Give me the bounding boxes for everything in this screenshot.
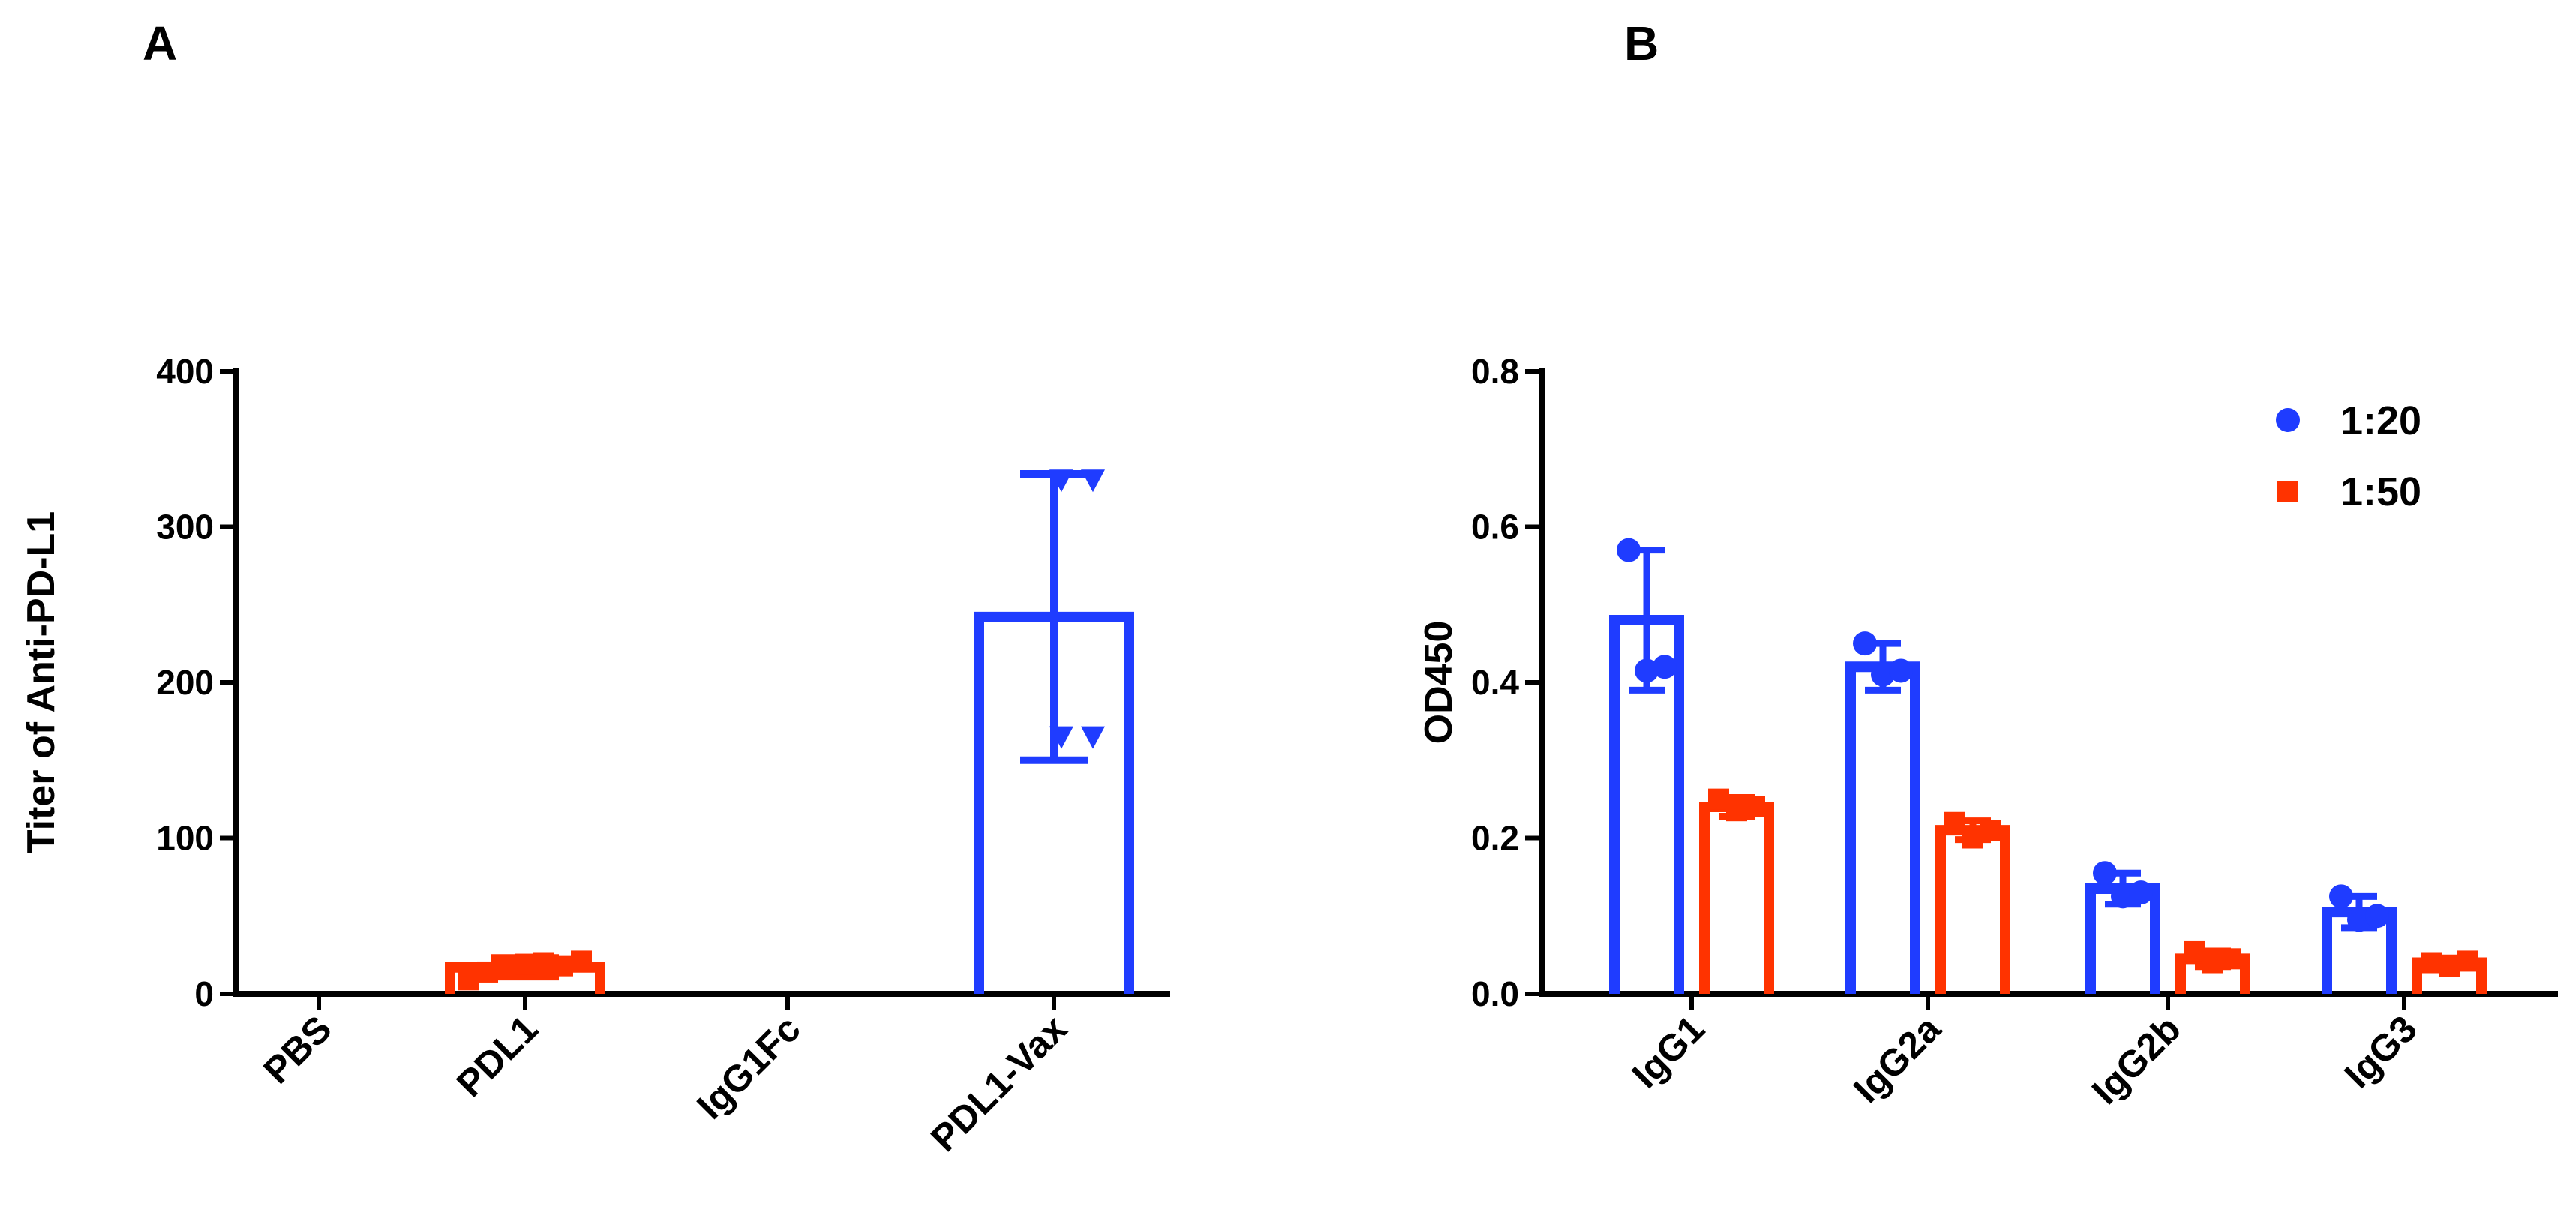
x-tick-label: PDL1-Vax — [923, 1007, 1075, 1160]
y-axis-title: Titer of Anti-PD-L1 — [20, 512, 63, 854]
data-point — [552, 955, 573, 976]
data-point — [496, 956, 517, 978]
data-point — [2365, 904, 2389, 928]
legend-label: 1:20 — [2340, 398, 2421, 443]
data-point — [2111, 884, 2135, 909]
data-point — [2457, 950, 2478, 972]
data-point — [1617, 538, 1641, 562]
data-point — [1049, 726, 1073, 749]
data-point — [2184, 940, 2205, 962]
data-point — [1744, 796, 1765, 818]
data-point — [2093, 861, 2117, 886]
data-point — [1635, 658, 1659, 683]
data-point — [2439, 956, 2460, 977]
y-tick-label: 300 — [156, 508, 214, 547]
y-axis-title: OD450 — [1417, 621, 1461, 745]
y-tick-label: 0.0 — [1471, 974, 1519, 1013]
data-point — [477, 961, 498, 982]
panel-a-letter: A — [143, 16, 177, 70]
data-point — [2421, 952, 2442, 974]
data-point — [533, 952, 554, 974]
data-point — [1726, 800, 1747, 822]
y-tick-label: 0.2 — [1471, 819, 1519, 858]
y-tick-label: 100 — [156, 819, 214, 858]
data-point — [2129, 880, 2153, 905]
y-tick-label: 200 — [156, 663, 214, 702]
data-point — [2329, 884, 2353, 909]
y-tick-label: 0 — [194, 974, 214, 1013]
data-point — [571, 950, 592, 972]
legend-marker-1-20 — [2276, 408, 2300, 432]
bar-igg1-1-50 — [1699, 802, 1774, 994]
data-point — [1871, 662, 1895, 687]
legend-label: 1:50 — [2340, 470, 2421, 514]
data-point — [1980, 820, 2001, 842]
panel-b-chart: 0.0 0.2 0.4 0.6 0.8 OD450 IgG1 IgG2a IgG2b IgG3 1:… — [1417, 352, 2558, 1112]
data-point — [2347, 908, 2371, 932]
legend-marker-1-50 — [2277, 481, 2298, 502]
x-tick-label: PBS — [255, 1007, 339, 1091]
legend: 1:20 1:50 — [2276, 398, 2421, 514]
bar-igg2a-1-50 — [1935, 825, 2010, 994]
x-tick-label: IgG1Fc — [689, 1007, 808, 1126]
data-point — [2202, 952, 2223, 974]
data-point — [1853, 632, 1877, 656]
data-point — [1962, 827, 1983, 849]
x-tick-label: IgG1 — [1624, 1007, 1713, 1096]
data-point — [1081, 470, 1105, 493]
y-tick-label: 400 — [156, 352, 214, 391]
x-tick-label: IgG2a — [1845, 1006, 1950, 1111]
data-point — [1944, 812, 1965, 833]
y-tick-label: 0.4 — [1471, 663, 1519, 702]
x-tick-label: PDL1 — [449, 1007, 546, 1105]
x-tick-label: IgG2b — [2084, 1007, 2189, 1112]
data-point — [1889, 658, 1913, 683]
panel-b-letter: B — [1624, 16, 1659, 70]
data-point — [2220, 948, 2241, 970]
panel-a-chart: 0 100 200 300 400 Titer of Anti-PD-L1 PBS PDL1 I… — [20, 352, 1170, 1160]
x-tick-label: IgG3 — [2337, 1007, 2425, 1096]
y-tick-label: 0.8 — [1471, 352, 1519, 391]
data-point — [1049, 470, 1073, 493]
bar-igg2a-1-20 — [1845, 662, 1920, 994]
data-point — [1653, 655, 1677, 680]
data-point — [515, 953, 536, 975]
data-point — [458, 969, 479, 991]
y-tick-label: 0.6 — [1471, 508, 1519, 547]
data-point — [1081, 726, 1105, 749]
data-point — [1708, 788, 1729, 810]
